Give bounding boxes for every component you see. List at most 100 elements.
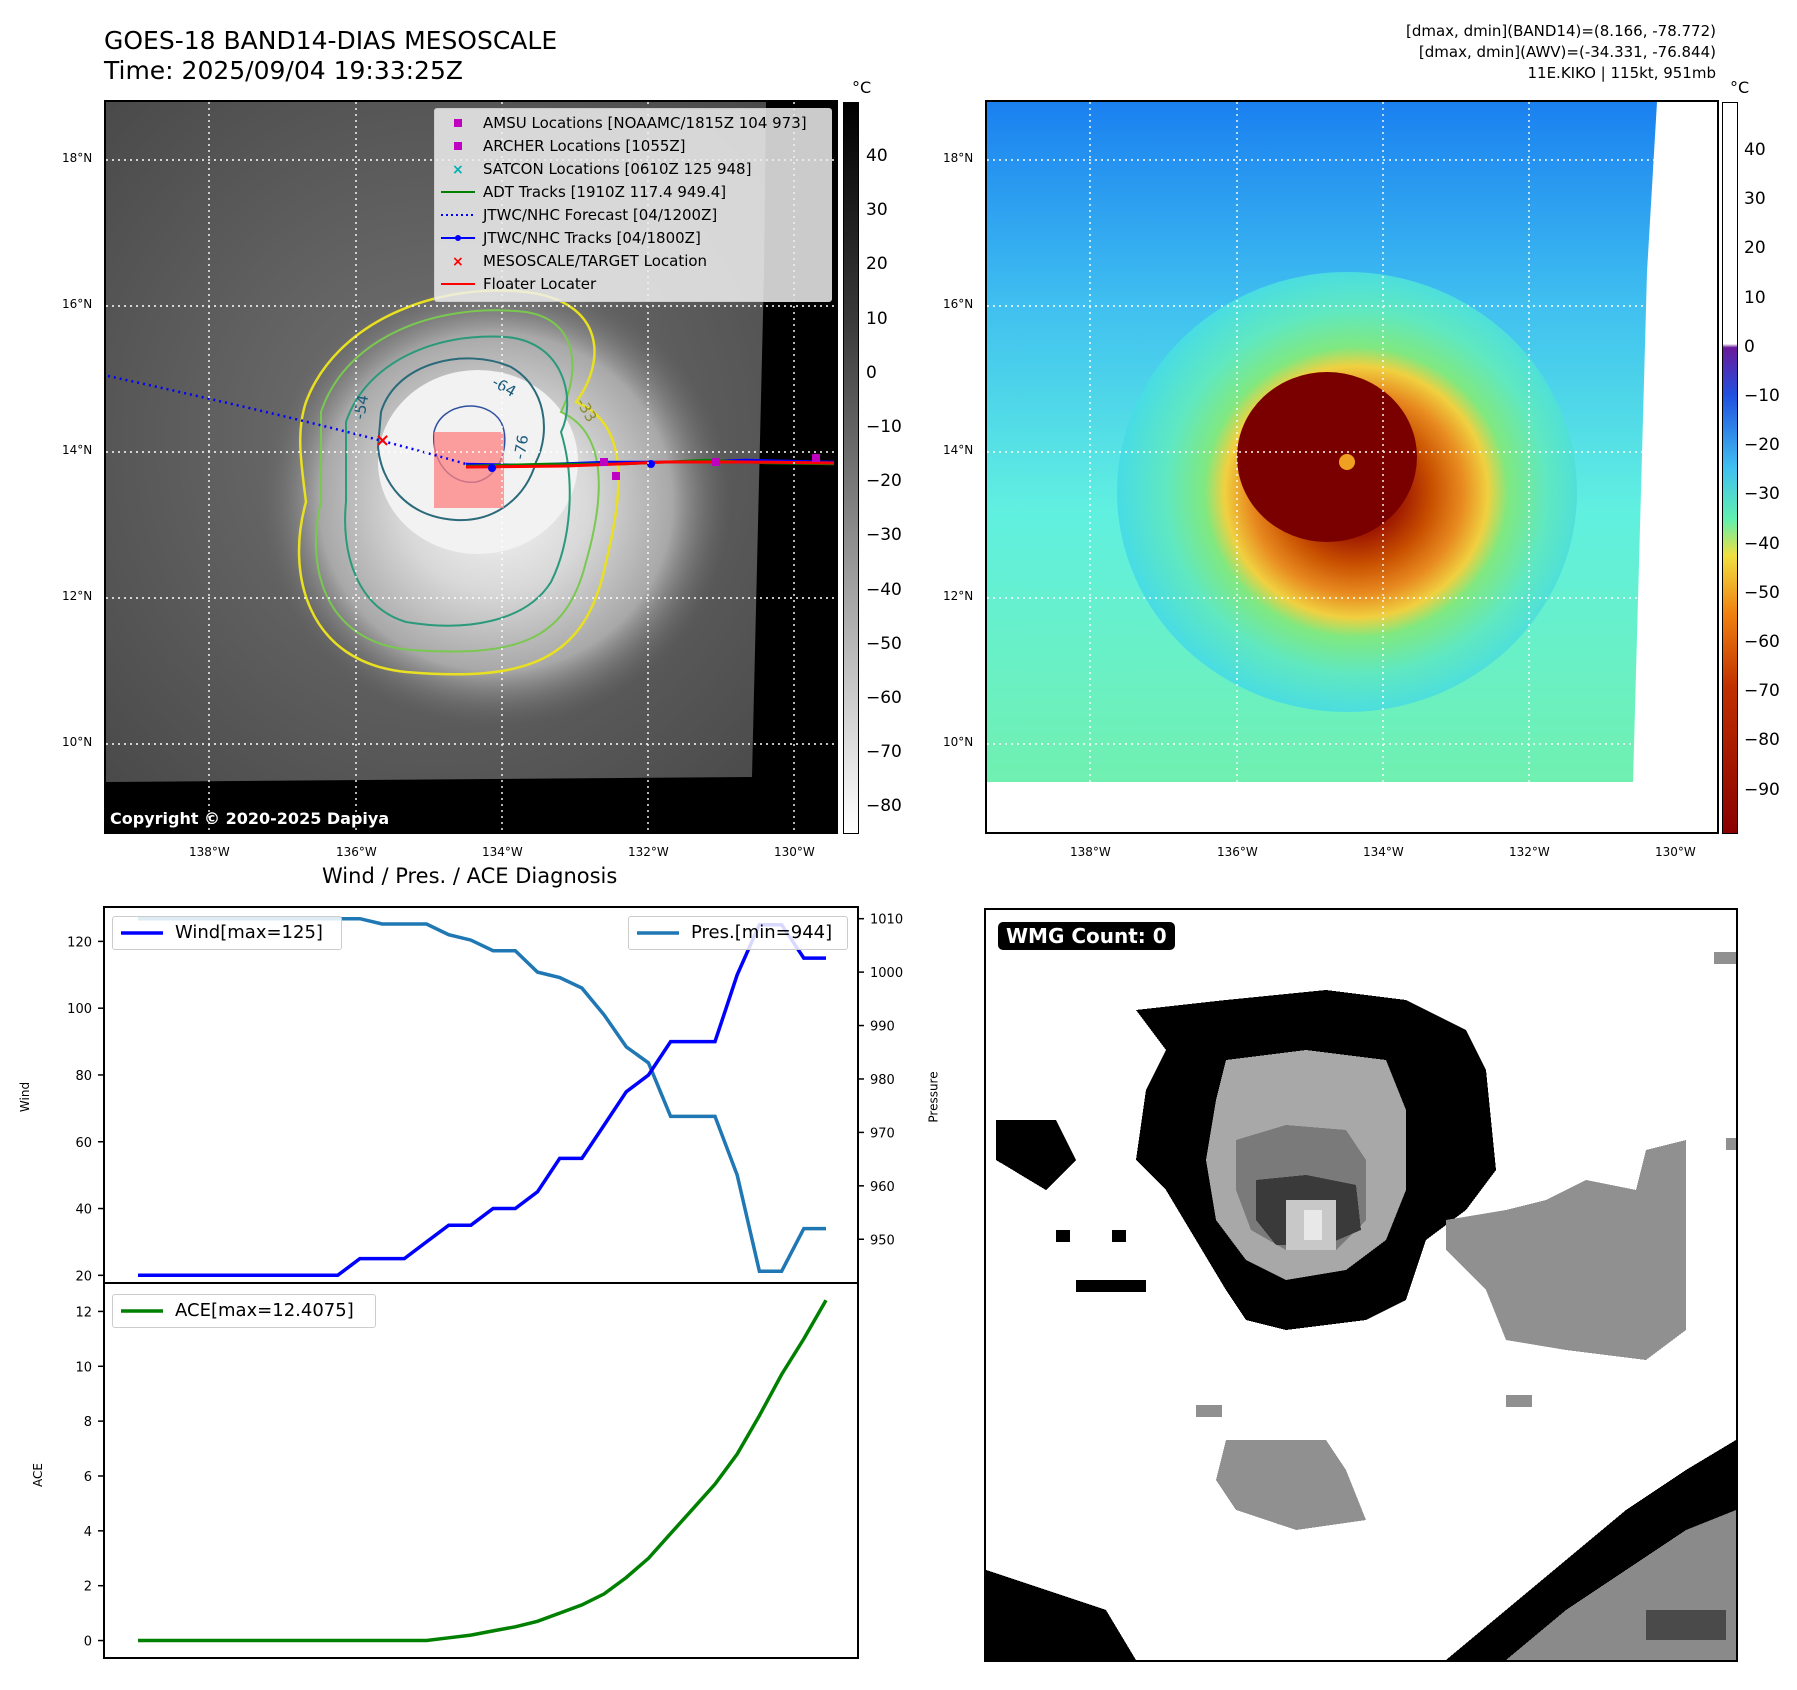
info-dmax-band14: [dmax, dmin](BAND14)=(8.166, -78.772) xyxy=(1405,22,1716,40)
gray-colorbar-tick-label: −80 xyxy=(866,796,902,817)
gray-map-lat-label: 16°N xyxy=(62,297,93,311)
contour-lightgreen xyxy=(315,309,600,653)
info-dmax-awv: [dmax, dmin](AWV)=(-34.331, -76.844) xyxy=(1418,43,1716,61)
amsu-point xyxy=(600,458,608,466)
archer-point xyxy=(612,472,620,480)
pressure-axis-tick-label: 980 xyxy=(870,1073,895,1088)
ir-color-map-svg xyxy=(987,102,1717,832)
square-marker-icon xyxy=(454,142,462,150)
gray-colorbar-tick-label: 20 xyxy=(866,254,888,275)
color-map-lon-label: 132°W xyxy=(1509,845,1550,859)
svg-text:×: × xyxy=(452,254,464,270)
color-map-lat-label: 16°N xyxy=(943,297,974,311)
copyright-text: Copyright © 2020-2025 Dapiya xyxy=(110,809,390,828)
storm-color-core xyxy=(1237,372,1417,542)
gray-map-lat-label: 14°N xyxy=(62,443,93,457)
wmg-svg xyxy=(986,952,1736,1660)
contour-teal xyxy=(344,335,571,627)
wmg-gray-block xyxy=(1506,1395,1532,1407)
contour-label-3: -76 xyxy=(510,433,532,460)
wmg-black-block xyxy=(1112,1230,1126,1242)
gray-colorbar-tick-label: 10 xyxy=(866,308,888,329)
wmg-black-southwest xyxy=(986,1570,1136,1660)
gray-map-lon-label: 138°W xyxy=(189,845,230,859)
gray-colorbar-tick-label: −70 xyxy=(866,742,902,763)
svg-text:×: × xyxy=(452,162,464,178)
storm-color-eye xyxy=(1339,454,1355,470)
color-map-grid xyxy=(987,102,1717,832)
ace-series-line xyxy=(138,1299,828,1643)
gray-map-lat-label: 10°N xyxy=(62,735,93,749)
color-colorbar-tick-label: −20 xyxy=(1744,435,1780,456)
color-colorbar-tick-label: −40 xyxy=(1744,533,1780,554)
pressure-axis-label: Pressure xyxy=(926,1071,941,1123)
gray-map-lat-label: 12°N xyxy=(62,589,93,603)
amsu-point xyxy=(812,454,820,462)
wmg-count-badge: WMG Count: 0 xyxy=(998,922,1175,950)
color-colorbar xyxy=(1722,102,1738,834)
wmg-black-block xyxy=(1056,1230,1070,1242)
color-colorbar-tick-label: 10 xyxy=(1744,287,1766,308)
wind-axis-tick-label: 60 xyxy=(75,1136,92,1151)
wmg-darkgray-southeast xyxy=(1646,1610,1726,1640)
wind-axis-ticks: 20 40 60 80 100 120 xyxy=(67,935,104,1284)
color-colorbar-tick-label: −10 xyxy=(1744,386,1780,406)
ace-axis-tick-label: 0 xyxy=(84,1635,92,1650)
wmg-eye-center xyxy=(1304,1210,1322,1240)
wind-axis-label: Wind xyxy=(18,1081,33,1113)
gray-map-lon-label: 136°W xyxy=(336,845,377,859)
gray-colorbar xyxy=(843,102,859,834)
color-colorbar-tick-label: −30 xyxy=(1744,484,1780,505)
pressure-axis-tick-label: 950 xyxy=(870,1233,895,1248)
wind-axis-tick-label: 80 xyxy=(75,1069,92,1084)
ace-axis-ticks: 0 2 4 6 8 10 12 xyxy=(75,1305,104,1650)
pressure-legend: Pres.[min=944] xyxy=(628,916,848,950)
x-marker-icon: × xyxy=(452,162,464,178)
jtwc-point xyxy=(488,464,496,472)
square-marker-icon xyxy=(454,119,462,127)
color-colorbar-unit: °C xyxy=(1730,78,1750,97)
pressure-legend-line-icon xyxy=(637,931,679,935)
jtwc-point xyxy=(647,460,655,468)
ace-axis-tick-label: 8 xyxy=(84,1415,92,1430)
wmg-panel: WMG Count: 0 xyxy=(984,908,1738,1662)
gray-colorbar-tick-label: −20 xyxy=(866,471,902,492)
line-dot-icon xyxy=(441,235,475,241)
pressure-axis-tick-label: 960 xyxy=(870,1180,895,1195)
contour-dark-teal xyxy=(376,357,545,522)
wmg-gray-patch-east xyxy=(1446,1140,1686,1360)
color-colorbar-tick-label: 30 xyxy=(1744,189,1766,210)
ace-frame xyxy=(103,1282,859,1659)
ace-legend: ACE[max=12.4075] xyxy=(112,1294,376,1328)
wind-series-line xyxy=(138,922,826,1278)
ace-legend-line-icon xyxy=(121,1309,163,1313)
amsu-point xyxy=(712,458,720,466)
wind-legend-line-icon xyxy=(121,931,163,935)
line-marker-icon xyxy=(441,283,475,285)
ace-axis-label: ACE xyxy=(30,1463,45,1487)
ace-axis-tick-label: 10 xyxy=(75,1360,92,1375)
color-map-lon-label: 134°W xyxy=(1363,845,1404,859)
wind-axis-tick-label: 40 xyxy=(75,1203,92,1218)
wind-pres-frame xyxy=(103,906,859,1284)
ace-axis-tick-label: 2 xyxy=(84,1580,92,1595)
color-colorbar-tick-label: −70 xyxy=(1744,681,1780,702)
contour-label-2: -54 xyxy=(350,393,372,420)
pressure-axis-tick-label: 1010 xyxy=(870,913,903,928)
color-colorbar-tick-label: −90 xyxy=(1744,779,1780,800)
map-legend: AMSU Locations [NOAAMC/1815Z 104 973] AR… xyxy=(434,108,832,302)
pres-axis-ticks: 950 960 970 980 990 1000 1010 xyxy=(858,913,903,1248)
gray-colorbar-tick-label: 0 xyxy=(866,362,877,383)
color-map-lat-label: 14°N xyxy=(943,443,974,457)
gray-colorbar-tick-label: −10 xyxy=(866,417,902,437)
color-colorbar-tick-label: −80 xyxy=(1744,730,1780,751)
gray-colorbar-tick-label: −60 xyxy=(866,688,902,708)
wind-legend: Wind[max=125] xyxy=(112,916,342,950)
diagnosis-title: Wind / Pres. / ACE Diagnosis xyxy=(322,864,618,888)
wmg-gray-corner-block xyxy=(1714,952,1736,964)
floater-track xyxy=(465,460,835,469)
figure-title-line1: GOES-18 BAND14-DIAS MESOSCALE xyxy=(104,26,558,55)
color-colorbar-tick-label: 40 xyxy=(1744,140,1766,160)
color-colorbar-tick-label: −50 xyxy=(1744,582,1780,603)
gray-map-lon-label: 134°W xyxy=(482,845,523,859)
